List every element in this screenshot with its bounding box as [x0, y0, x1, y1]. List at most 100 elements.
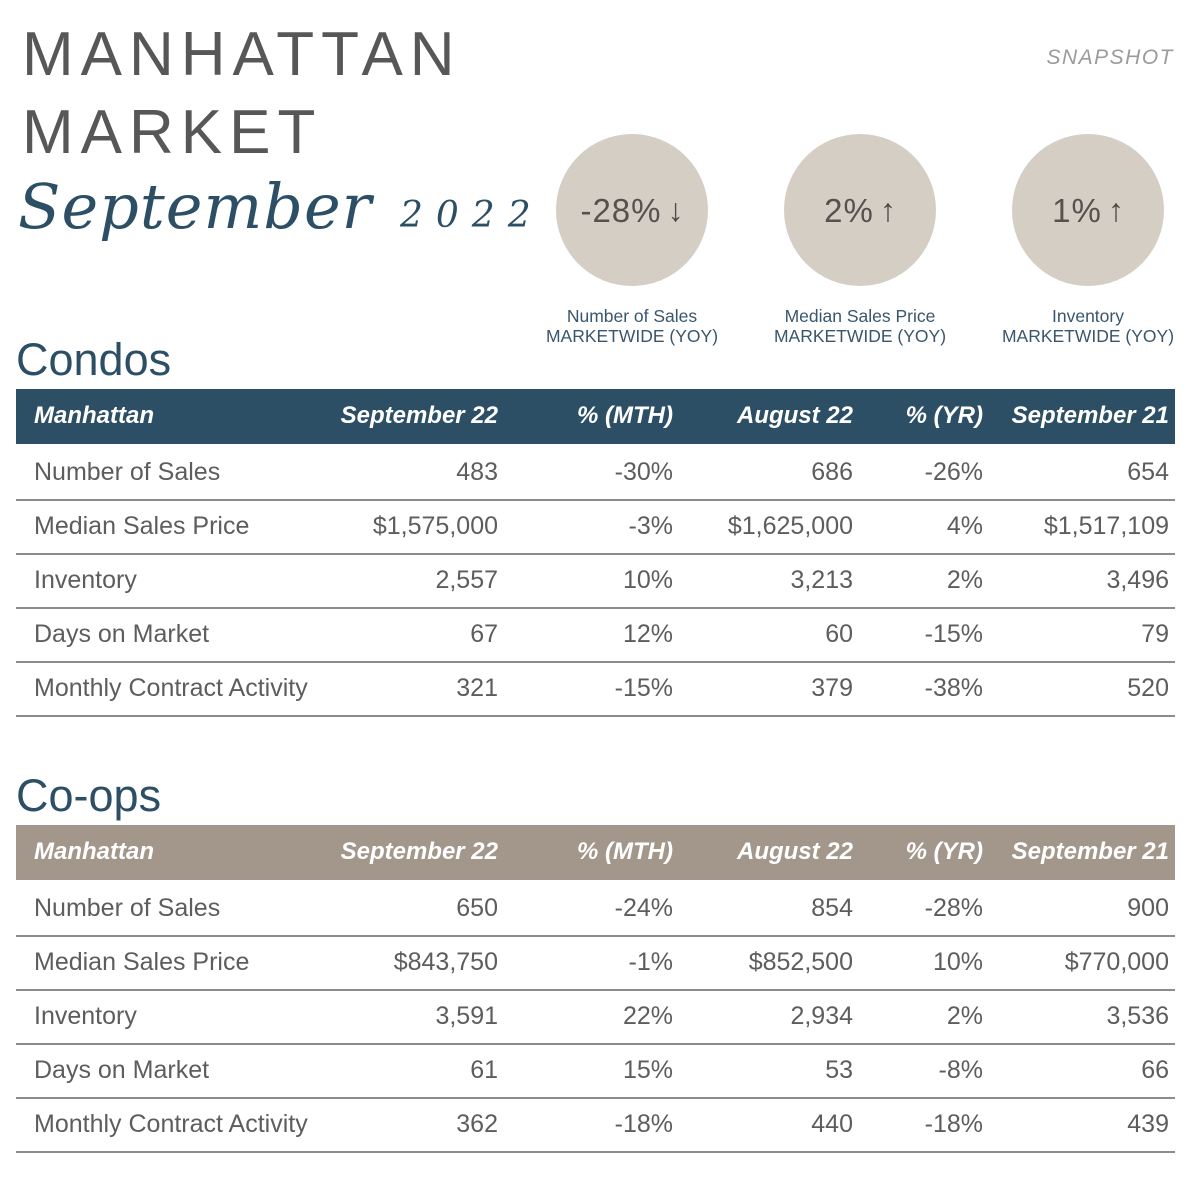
stat-caption-line-2: MARKETWIDE (YOY): [1001, 326, 1175, 347]
arrow-up-icon: ↑: [1107, 192, 1124, 228]
cell-pct-mth: -30%: [506, 444, 681, 502]
section-coops: Co-ops Manhattan September 22 % (MTH) Au…: [0, 770, 1200, 1154]
cell-pct-yr: 2%: [861, 990, 991, 1046]
cell-previous: 53: [681, 1044, 861, 1100]
row-label: Monthly Contract Activity: [16, 1098, 316, 1154]
cell-previous: 854: [681, 880, 861, 938]
table-row: Inventory 2,557 10% 3,213 2% 3,496: [16, 554, 1175, 610]
column-header-pct-mth: % (MTH): [577, 838, 673, 866]
cell-year-ago: 439: [991, 1098, 1175, 1154]
cell-pct-yr: 10%: [861, 936, 991, 992]
arrow-down-icon: ↓: [667, 192, 684, 228]
cell-previous: 440: [681, 1098, 861, 1154]
cell-pct-mth: 22%: [506, 990, 681, 1046]
column-header-current: September 22: [340, 402, 498, 430]
stat-median-sales-price: 2% ↑ Median Sales Price MARKETWIDE (YOY): [745, 134, 975, 347]
column-header-previous: August 22: [736, 838, 853, 866]
report-year: 2022: [400, 195, 544, 236]
column-header-previous: August 22: [736, 402, 853, 430]
stat-caption-line-1: Number of Sales: [566, 306, 698, 326]
cell-previous: $1,625,000: [681, 500, 861, 556]
cell-year-ago: 66: [991, 1044, 1175, 1100]
row-label: Inventory: [16, 990, 316, 1046]
arrow-up-icon: ↑: [879, 192, 896, 228]
stat-value: 1%: [1052, 191, 1102, 229]
cell-current: 650: [316, 880, 506, 938]
snapshot-label: SNAPSHOT: [1046, 46, 1174, 69]
page-title-line-2: MARKET: [22, 98, 323, 167]
stat-caption-line-1: Inventory: [1052, 306, 1124, 326]
table-row: Days on Market 61 15% 53 -8% 66: [16, 1044, 1175, 1100]
table-condos: Manhattan September 22 % (MTH) August 22…: [16, 389, 1175, 718]
column-header-year-ago: September 21: [1011, 402, 1169, 430]
stat-number-of-sales: -28% ↓ Number of Sales MARKETWIDE (YOY): [517, 134, 747, 347]
cell-previous: $852,500: [681, 936, 861, 992]
cell-pct-yr: 2%: [861, 554, 991, 610]
cell-current: 362: [316, 1098, 506, 1154]
stat-caption: Median Sales Price MARKETWIDE (YOY): [745, 306, 975, 347]
cell-pct-yr: -8%: [861, 1044, 991, 1100]
cell-current: 3,591: [316, 990, 506, 1046]
stat-value: 2%: [824, 191, 874, 229]
stat-inventory: 1% ↑ Inventory MARKETWIDE (YOY): [973, 134, 1200, 347]
cell-pct-mth: -24%: [506, 880, 681, 938]
cell-pct-mth: -3%: [506, 500, 681, 556]
column-header-current: September 22: [340, 838, 498, 866]
section-title-coops: Co-ops: [16, 770, 162, 821]
stat-circle: 1% ↑: [1012, 134, 1164, 286]
column-header-pct-mth: % (MTH): [577, 402, 673, 430]
table-row: Number of Sales 483 -30% 686 -26% 654: [16, 444, 1175, 502]
stat-caption-line-2: MARKETWIDE (YOY): [545, 326, 719, 347]
table-header-row: Manhattan September 22 % (MTH) August 22…: [16, 825, 1175, 881]
cell-current: 61: [316, 1044, 506, 1100]
cell-current: 2,557: [316, 554, 506, 610]
cell-pct-mth: -1%: [506, 936, 681, 992]
column-header-pct-yr: % (YR): [905, 838, 983, 866]
cell-previous: 2,934: [681, 990, 861, 1046]
row-label: Inventory: [16, 554, 316, 610]
stat-caption: Number of Sales MARKETWIDE (YOY): [517, 306, 747, 347]
stat-caption-line-2: MARKETWIDE (YOY): [773, 326, 947, 347]
row-label: Number of Sales: [16, 444, 316, 502]
cell-year-ago: 654: [991, 444, 1175, 502]
report-month: September: [18, 170, 373, 243]
cell-pct-mth: -15%: [506, 662, 681, 718]
section-condos: Condos Manhattan September 22 % (MTH) Au…: [0, 334, 1200, 718]
table-coops: Manhattan September 22 % (MTH) August 22…: [16, 825, 1175, 1154]
table-row: Monthly Contract Activity 321 -15% 379 -…: [16, 662, 1175, 718]
stat-circle: 2% ↑: [784, 134, 936, 286]
cell-pct-mth: 15%: [506, 1044, 681, 1100]
cell-pct-yr: -28%: [861, 880, 991, 938]
table-row: Days on Market 67 12% 60 -15% 79: [16, 608, 1175, 664]
row-label: Number of Sales: [16, 880, 316, 938]
cell-year-ago: $1,517,109: [991, 500, 1175, 556]
row-label: Days on Market: [16, 608, 316, 664]
cell-year-ago: 3,536: [991, 990, 1175, 1046]
cell-year-ago: 520: [991, 662, 1175, 718]
row-label: Median Sales Price: [16, 500, 316, 556]
cell-previous: 379: [681, 662, 861, 718]
cell-pct-yr: 4%: [861, 500, 991, 556]
cell-pct-yr: -18%: [861, 1098, 991, 1154]
cell-current: 483: [316, 444, 506, 502]
stat-circle: -28% ↓: [556, 134, 708, 286]
stat-value: -28%: [580, 191, 662, 229]
cell-previous: 686: [681, 444, 861, 502]
table-row: Monthly Contract Activity 362 -18% 440 -…: [16, 1098, 1175, 1154]
table-row: Median Sales Price $843,750 -1% $852,500…: [16, 936, 1175, 992]
cell-pct-yr: -26%: [861, 444, 991, 502]
cell-year-ago: 3,496: [991, 554, 1175, 610]
cell-current: 67: [316, 608, 506, 664]
section-title-condos: Condos: [16, 334, 172, 385]
table-row: Inventory 3,591 22% 2,934 2% 3,536: [16, 990, 1175, 1046]
cell-pct-yr: -38%: [861, 662, 991, 718]
cell-year-ago: 79: [991, 608, 1175, 664]
cell-pct-mth: -18%: [506, 1098, 681, 1154]
table-row: Number of Sales 650 -24% 854 -28% 900: [16, 880, 1175, 938]
row-label: Median Sales Price: [16, 936, 316, 992]
cell-pct-yr: -15%: [861, 608, 991, 664]
cell-year-ago: 900: [991, 880, 1175, 938]
stat-caption-line-1: Median Sales Price: [784, 306, 936, 326]
table-row: Median Sales Price $1,575,000 -3% $1,625…: [16, 500, 1175, 556]
cell-pct-mth: 12%: [506, 608, 681, 664]
